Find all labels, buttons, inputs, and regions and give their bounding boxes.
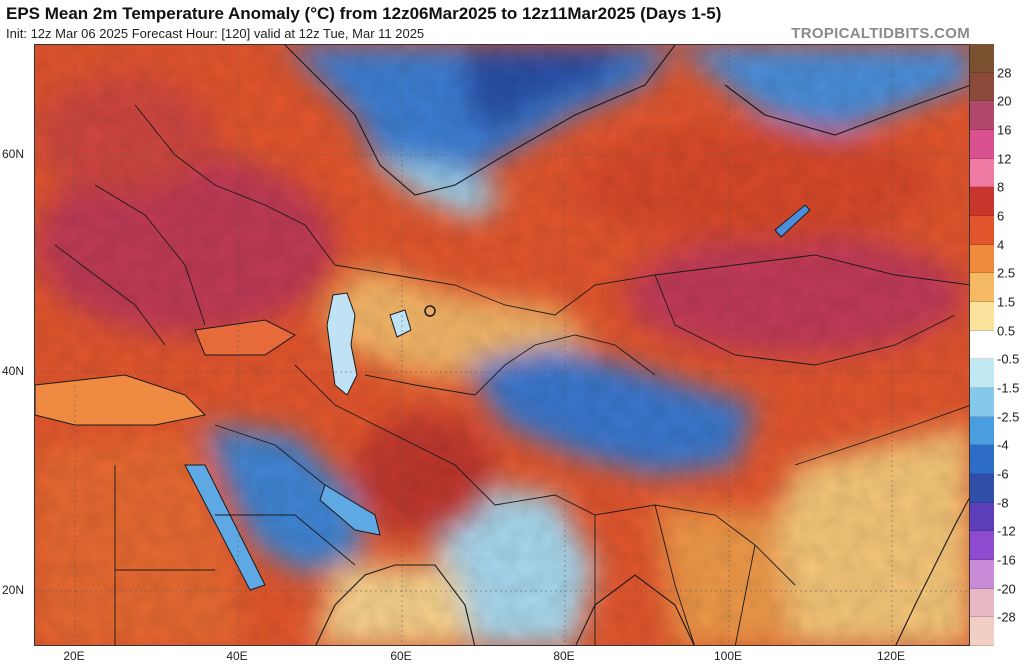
caspian-sea — [326, 292, 358, 396]
colorbar-label: -16 — [997, 552, 1016, 568]
colorbar-segment — [970, 101, 994, 130]
aral-sea — [389, 309, 412, 338]
colorbar-label: 28 — [997, 65, 1012, 81]
colorbar-segment — [970, 187, 994, 216]
colorbar-segment — [970, 588, 994, 618]
colorbar-label: -0.5 — [997, 351, 1020, 367]
brand-watermark[interactable]: TROPICALTIDBITS.COM — [791, 25, 970, 42]
lat-label-40n: 40N — [2, 364, 25, 378]
colorbar-label: -2.5 — [997, 409, 1020, 425]
colorbar-label: 4 — [997, 237, 1005, 253]
colorbar-label: -12 — [997, 523, 1016, 539]
red-sea — [184, 464, 266, 591]
persian-gulf — [319, 484, 381, 536]
colorbar-segment — [970, 445, 994, 474]
colorbar-label: 20 — [997, 93, 1012, 109]
colorbar-label: -1.5 — [997, 380, 1020, 396]
map-subtitle: Init: 12z Mar 06 2025 Forecast Hour: [12… — [6, 26, 425, 41]
lon-label-40e: 40E — [226, 649, 248, 663]
black-sea — [194, 319, 296, 356]
colorbar-label: -4 — [997, 437, 1009, 453]
colorbar-label: 0.5 — [997, 323, 1016, 339]
lat-label-20n: 20N — [2, 583, 25, 597]
colorbar-label: 16 — [997, 122, 1012, 138]
colorbar-segment — [970, 502, 994, 532]
lon-label-120e: 120E — [876, 649, 906, 663]
map-title: EPS Mean 2m Temperature Anomaly (°C) fro… — [6, 4, 722, 23]
colorbar-segment — [970, 531, 994, 560]
colorbar-segment — [970, 72, 994, 102]
map-canvas — [35, 45, 969, 645]
colorbar-legend: 28 20 16 12 8 6 4 2.5 1.5 0.5 -0.5 -1.5 -2.5 -4 -6 -8 -1… — [970, 44, 1024, 646]
coastlines — [284, 45, 969, 645]
colorbar-segment — [970, 560, 994, 589]
colorbar-label: 1.5 — [997, 294, 1016, 310]
colorbar-segment — [970, 158, 994, 188]
colorbar-segment — [970, 617, 994, 646]
lon-label-60e: 60E — [390, 649, 412, 663]
colorbar-label: 2.5 — [997, 265, 1016, 281]
lon-label-80e: 80E — [553, 649, 575, 663]
colorbar-label: 8 — [997, 179, 1005, 195]
lon-label-100e: 100E — [713, 649, 743, 663]
colorbar-segment — [970, 474, 994, 503]
temperature-anomaly-map — [34, 44, 970, 646]
colorbar-segment — [970, 44, 994, 73]
graticule — [35, 45, 969, 645]
colorbar-segment — [970, 273, 994, 302]
colorbar-label: -6 — [997, 466, 1009, 482]
lon-label-20e: 20E — [63, 649, 85, 663]
colorbar-segment — [970, 330, 994, 360]
colorbar-segment — [970, 130, 994, 159]
baikal-lake — [774, 204, 811, 238]
colorbar-label: -20 — [997, 581, 1016, 597]
colorbar-label: -28 — [997, 609, 1016, 625]
country-borders — [54, 104, 969, 645]
colorbar-segment — [970, 388, 994, 417]
balkhash-lake — [424, 305, 436, 317]
colorbar-segment — [970, 302, 994, 331]
colorbar-label: -8 — [997, 495, 1009, 511]
colorbar-segment — [970, 244, 994, 274]
lat-label-60n: 60N — [2, 147, 25, 161]
colorbar-label: 6 — [997, 208, 1005, 224]
colorbar-segment — [970, 216, 994, 245]
colorbar-label: 12 — [997, 151, 1012, 167]
anomaly-texture — [35, 45, 969, 645]
colorbar-segment — [970, 359, 994, 388]
colorbar-segment — [970, 416, 994, 446]
mediterranean-sea — [35, 374, 207, 426]
